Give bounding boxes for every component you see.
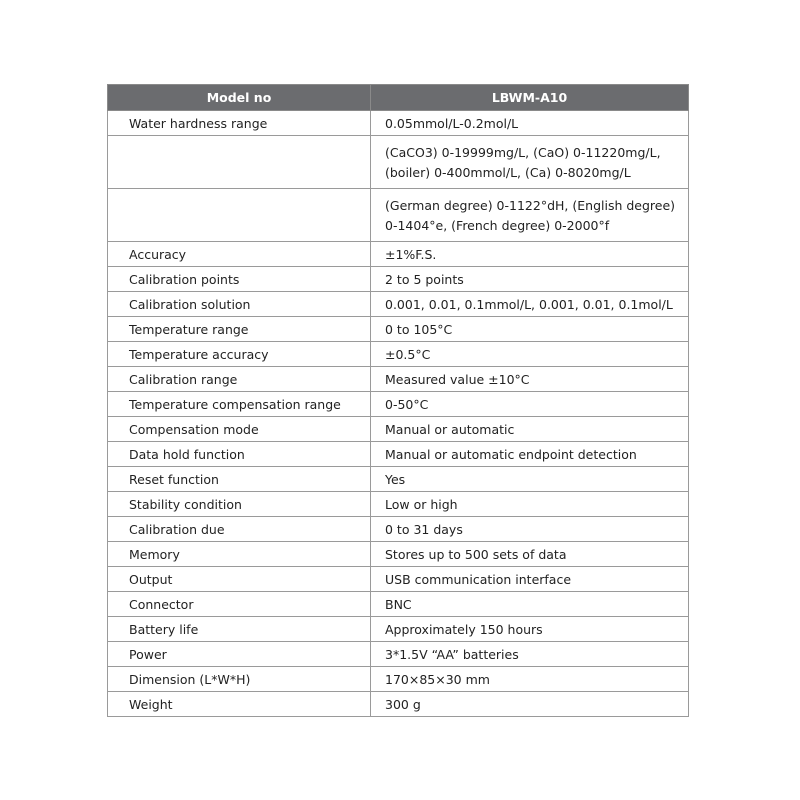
spec-label: Calibration points [107, 266, 371, 292]
spec-label: Data hold function [107, 441, 371, 467]
spec-label: Calibration solution [107, 291, 371, 317]
table-row: (German degree) 0-1122°dH, (English degr… [107, 188, 689, 242]
spec-label: Memory [107, 541, 371, 567]
spec-label: Battery life [107, 616, 371, 642]
spec-value: 0 to 105°C [370, 316, 689, 342]
table-row: Dimension (L*W*H) 170×85×30 mm [107, 666, 689, 692]
spec-value: 0-50°C [370, 391, 689, 417]
spec-value: 170×85×30 mm [370, 666, 689, 692]
table-header: Model no LBWM-A10 [107, 84, 689, 111]
table-row: Output USB communication interface [107, 566, 689, 592]
spec-label: Accuracy [107, 241, 371, 267]
table-row: Calibration solution 0.001, 0.01, 0.1mmol… [107, 291, 689, 317]
spec-value: 300 g [370, 691, 689, 717]
spec-value: (CaCO3) 0-19999mg/L, (CaO) 0-11220mg/L, … [370, 135, 689, 189]
spec-value: Stores up to 500 sets of data [370, 541, 689, 567]
table-row: Calibration range Measured value ±10°C [107, 366, 689, 392]
spec-value: 0.05mmol/L-0.2mol/L [370, 110, 689, 136]
spec-label [107, 188, 371, 242]
table-row: Connector BNC [107, 591, 689, 617]
table-row: Weight 300 g [107, 691, 689, 717]
table-row: Stability condition Low or high [107, 491, 689, 517]
spec-value: Manual or automatic [370, 416, 689, 442]
header-model-value: LBWM-A10 [370, 84, 689, 111]
table-row: Battery life Approximately 150 hours [107, 616, 689, 642]
spec-label: Temperature compensation range [107, 391, 371, 417]
table-row: Accuracy ±1%F.S. [107, 241, 689, 267]
table-row: Calibration points 2 to 5 points [107, 266, 689, 292]
spec-value: USB communication interface [370, 566, 689, 592]
spec-value: BNC [370, 591, 689, 617]
table-row: Temperature range 0 to 105°C [107, 316, 689, 342]
spec-value: Manual or automatic endpoint detection [370, 441, 689, 467]
spec-label: Stability condition [107, 491, 371, 517]
table-row: Reset function Yes [107, 466, 689, 492]
spec-value: 2 to 5 points [370, 266, 689, 292]
table-row: Water hardness range 0.05mmol/L-0.2mol/L [107, 110, 689, 136]
table-row: Memory Stores up to 500 sets of data [107, 541, 689, 567]
spec-value: (German degree) 0-1122°dH, (English degr… [370, 188, 689, 242]
spec-label: Weight [107, 691, 371, 717]
table-row: (CaCO3) 0-19999mg/L, (CaO) 0-11220mg/L, … [107, 135, 689, 189]
spec-value: ±1%F.S. [370, 241, 689, 267]
table-row: Power 3*1.5V “AA” batteries [107, 641, 689, 667]
table-row: Temperature accuracy ±0.5°C [107, 341, 689, 367]
spec-value: Yes [370, 466, 689, 492]
spec-label [107, 135, 371, 189]
spec-label: Temperature accuracy [107, 341, 371, 367]
table-row: Calibration due 0 to 31 days [107, 516, 689, 542]
spec-value: 0.001, 0.01, 0.1mmol/L, 0.001, 0.01, 0.1… [370, 291, 689, 317]
header-model-no: Model no [107, 84, 371, 111]
spec-label: Calibration due [107, 516, 371, 542]
spec-table: Model no LBWM-A10 Water hardness range 0.… [107, 84, 689, 717]
spec-value: ±0.5°C [370, 341, 689, 367]
spec-label: Power [107, 641, 371, 667]
spec-label: Compensation mode [107, 416, 371, 442]
spec-label: Calibration range [107, 366, 371, 392]
spec-label: Dimension (L*W*H) [107, 666, 371, 692]
table-row: Temperature compensation range 0-50°C [107, 391, 689, 417]
spec-value: Approximately 150 hours [370, 616, 689, 642]
spec-value: Low or high [370, 491, 689, 517]
spec-label: Output [107, 566, 371, 592]
spec-label: Reset function [107, 466, 371, 492]
spec-label: Connector [107, 591, 371, 617]
spec-value: 3*1.5V “AA” batteries [370, 641, 689, 667]
spec-value: Measured value ±10°C [370, 366, 689, 392]
table-row: Data hold function Manual or automatic en… [107, 441, 689, 467]
spec-label: Water hardness range [107, 110, 371, 136]
table-row: Compensation mode Manual or automatic [107, 416, 689, 442]
spec-value: 0 to 31 days [370, 516, 689, 542]
spec-label: Temperature range [107, 316, 371, 342]
